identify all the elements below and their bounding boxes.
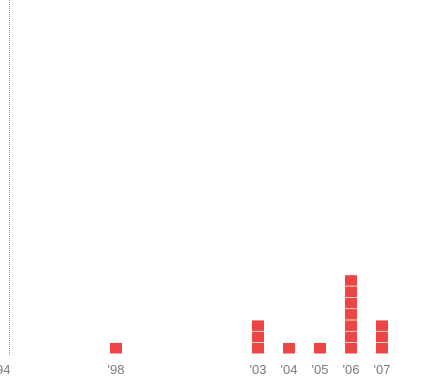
chart-marks xyxy=(110,275,388,354)
unit-square xyxy=(345,320,357,331)
x-tick-label: '05 xyxy=(312,362,329,377)
unit-square xyxy=(252,331,264,343)
unit-square xyxy=(283,343,295,354)
unit-square xyxy=(376,343,388,354)
unit-square xyxy=(376,331,388,343)
unit-square xyxy=(345,343,357,354)
unit-square xyxy=(345,331,357,343)
x-tick-label: '03 xyxy=(250,362,267,377)
x-tick-label-partial: 94 xyxy=(0,362,10,377)
x-tick-labels: '98 '03 '04 '05 '06 '07 xyxy=(108,362,391,377)
unit-square xyxy=(345,286,357,297)
unit-square xyxy=(345,297,357,309)
x-tick-label: '06 xyxy=(343,362,360,377)
x-tick-label: '04 xyxy=(281,362,298,377)
unit-square xyxy=(252,343,264,354)
unit-square xyxy=(252,320,264,331)
unit-square xyxy=(345,309,357,320)
unit-square xyxy=(345,275,357,286)
unit-square xyxy=(314,343,326,354)
unit-square xyxy=(110,343,122,354)
x-tick-label: '07 xyxy=(374,362,391,377)
unit-square xyxy=(376,320,388,331)
x-tick-label: '98 xyxy=(108,362,125,377)
